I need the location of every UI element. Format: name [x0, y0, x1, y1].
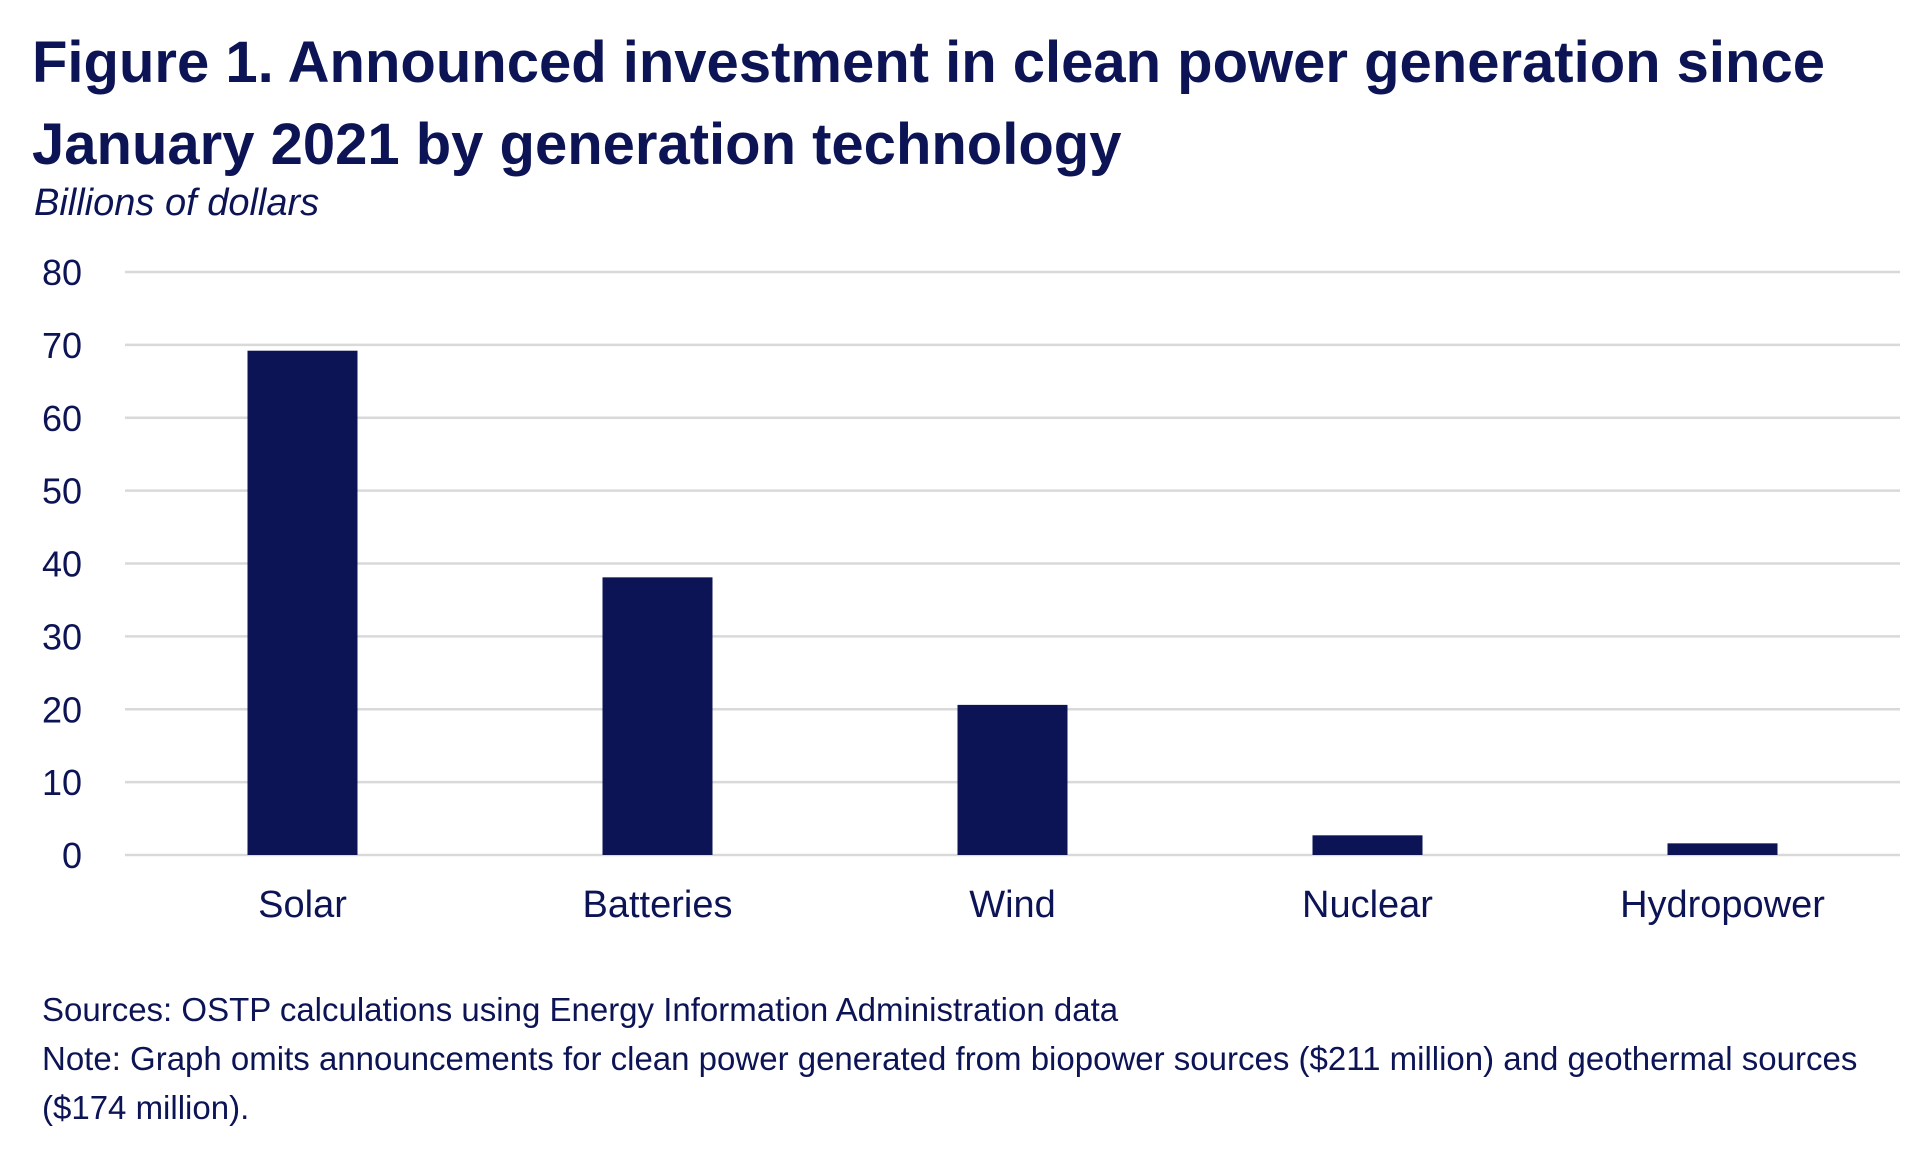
- x-tick-label: Solar: [258, 884, 347, 926]
- x-tick-label: Wind: [969, 884, 1056, 926]
- gridlines: [125, 270, 1900, 857]
- y-tick-label: 0: [62, 835, 82, 876]
- bar-hydropower: [1667, 843, 1778, 855]
- chart-footer: Sources: OSTP calculations using Energy …: [42, 985, 1892, 1132]
- y-tick-label: 70: [42, 325, 82, 366]
- x-axis: Solar Batteries Wind Nuclear Hydropower: [258, 884, 1825, 926]
- bars: [247, 350, 1778, 855]
- y-tick-label: 10: [42, 762, 82, 803]
- y-tick-label: 50: [42, 471, 82, 512]
- sources-note: Sources: OSTP calculations using Energy …: [42, 991, 1119, 1028]
- y-axis-unit-label: Billions of dollars: [34, 182, 320, 224]
- y-tick-label: 20: [42, 689, 82, 730]
- x-tick-label: Nuclear: [1302, 884, 1433, 926]
- bar-solar: [247, 350, 358, 855]
- bar-nuclear: [1312, 835, 1423, 855]
- y-tick-label: 60: [42, 398, 82, 439]
- bar-chart: 0 10 20 30 40 50 60 70 80 Solar Batteries Wind Nucl…: [42, 252, 1900, 926]
- bar-wind: [957, 704, 1068, 855]
- x-tick-label: Hydropower: [1620, 884, 1825, 926]
- y-axis: 0 10 20 30 40 50 60 70 80: [42, 252, 82, 876]
- x-tick-label: Batteries: [583, 884, 733, 926]
- omission-note: Note: Graph omits announcements for clea…: [42, 1040, 1858, 1126]
- y-tick-label: 30: [42, 616, 82, 657]
- bar-batteries: [602, 577, 713, 855]
- y-tick-label: 80: [42, 252, 82, 293]
- y-tick-label: 40: [42, 544, 82, 585]
- chart-title: Figure 1. Announced investment in clean …: [32, 30, 1825, 177]
